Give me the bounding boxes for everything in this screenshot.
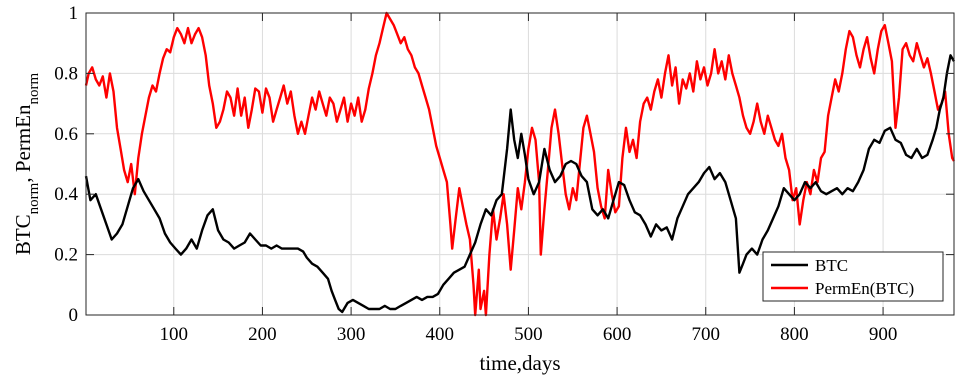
series-group <box>84 11 956 317</box>
x-tick-label: 200 <box>248 324 277 345</box>
y-tick-label: 0.6 <box>54 124 78 145</box>
x-tick-label: 400 <box>426 324 455 345</box>
tick-labels: 100 200 300 400 500 600 700 800 900 0 0.2 0.4 0.6 0.8… <box>54 3 897 345</box>
series-line-btc <box>84 54 956 314</box>
x-tick-label: 700 <box>691 324 720 345</box>
legend-box <box>762 251 944 302</box>
x-tick-label: 500 <box>514 324 543 345</box>
plot-frame <box>85 12 955 316</box>
y-tick-label: 1 <box>69 3 79 24</box>
x-tick-label: 800 <box>780 324 809 345</box>
x-axis-title: time,days <box>479 351 560 375</box>
legend-label-btc: BTC <box>815 256 848 275</box>
tick-marks <box>86 12 954 316</box>
x-tick-label: 100 <box>160 324 189 345</box>
series-line-permen <box>84 11 956 317</box>
y-tick-label: 0.8 <box>54 63 78 84</box>
x-tick-label: 300 <box>337 324 366 345</box>
y-axis-title: BTCnorm, PermEnnorm <box>11 73 42 256</box>
y-tick-label: 0.2 <box>54 245 78 266</box>
y-tick-label: 0.4 <box>54 184 78 205</box>
x-tick-label: 900 <box>869 324 898 345</box>
x-tick-label: 600 <box>603 324 632 345</box>
y-tick-label: 0 <box>69 305 79 326</box>
legend-label-permen: PermEn(BTC) <box>815 279 914 298</box>
legend: BTC PermEn(BTC) <box>762 251 944 302</box>
